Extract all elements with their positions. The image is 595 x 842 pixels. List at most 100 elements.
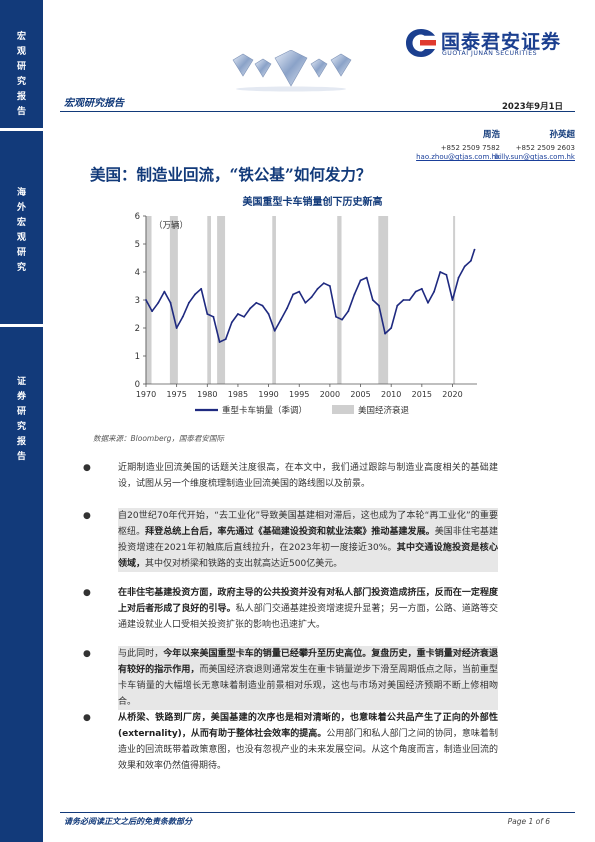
data-point	[433, 290, 435, 293]
data-point	[353, 293, 356, 296]
bullet-dot: ●	[83, 649, 91, 659]
x-tick-label: 1970	[136, 390, 156, 399]
chart-source: 数据来源：Bloomberg，国泰君安国际	[93, 434, 224, 443]
data-point	[371, 299, 374, 301]
sidebar-label-overseas: 海外宏观研究	[16, 188, 26, 273]
data-point	[212, 315, 215, 318]
chart-container: 0 1 2 3 4 5 6 1970 1975 1980 1985 1990 1995 2000 2005 2…	[100, 208, 485, 424]
legend-label: 重型卡车销量（季调）	[222, 405, 307, 416]
y-tick-label: 1	[135, 352, 140, 362]
recession-band	[207, 216, 211, 384]
data-point	[457, 276, 460, 279]
author-card-1: 周浩 +852 2509 7582 hao.zhou@gtjas.com.hk	[416, 128, 500, 161]
bullet-text: 公用部门和私人部门之间的协同，意味着制造业的回流既带着政策意图，也没有忽视产业的…	[118, 729, 498, 771]
recession-band	[337, 216, 342, 384]
logo-name-cn: 国泰君安证券	[441, 31, 562, 53]
recession-band	[378, 216, 389, 384]
bullet-strong-text: 从桥梁、铁路到厂房，美国基建的次序也是相对清晰的，也意味着公共品产生了正向的外部…	[118, 713, 498, 739]
data-point	[292, 293, 295, 296]
recession-band	[453, 216, 456, 384]
y-tick-label: 2	[135, 324, 140, 334]
y-tick-label: 5	[135, 240, 140, 250]
x-tick-label: 2015	[412, 390, 432, 399]
data-point	[206, 313, 209, 315]
data-point	[169, 301, 172, 304]
data-point	[390, 327, 393, 329]
author-email-link[interactable]: hao.zhou@gtjas.com.hk	[416, 153, 500, 161]
data-point	[310, 296, 313, 299]
data-point	[451, 299, 454, 301]
sidebar-block-overseas: 海外宏观研究	[0, 131, 43, 324]
sidebar-label-macro: 宏观研究报告	[16, 32, 26, 117]
sidebar-block-macro: 宏观研究报告	[0, 0, 43, 128]
legend-label: 美国经济衰退	[358, 405, 410, 416]
data-point	[304, 301, 307, 304]
footer-divider	[60, 812, 575, 813]
bullet-item: ● 近期制造业回流美国的话题关注度很高，在本文中，我们通过跟踪与制造业高度相关的…	[83, 460, 498, 492]
author-phone: +852 2509 7582	[440, 144, 500, 152]
data-point	[261, 304, 264, 307]
bullet-text: 与此同时，	[118, 649, 164, 659]
bullet-item: ● 从桥梁、铁路到厂房，美国基建的次序也是相对清晰的，也意味着公共品产生了正向的…	[83, 710, 498, 774]
data-point	[181, 315, 184, 318]
bullet-item: ● 自20世纪70年代开始，“去工业化”导致美国基建相对滞后，这也成为了本轮“再…	[83, 508, 498, 572]
data-point	[316, 287, 319, 290]
data-point	[420, 287, 423, 290]
data-point	[194, 293, 196, 296]
x-tick-label: 1995	[289, 390, 309, 399]
x-tick-label: 1990	[258, 390, 278, 399]
data-point	[439, 271, 442, 273]
x-tick-label: 1985	[228, 390, 248, 399]
data-point	[237, 313, 239, 315]
data-point	[145, 299, 147, 301]
data-point	[335, 315, 337, 318]
data-point	[255, 301, 258, 304]
data-point	[341, 318, 344, 321]
x-tick-label: 1975	[166, 390, 186, 399]
x-tick-label: 2000	[320, 390, 340, 399]
data-point	[200, 287, 203, 290]
data-point	[384, 332, 386, 335]
diamonds-decoration	[232, 50, 352, 92]
data-point	[286, 307, 288, 310]
data-point	[322, 282, 325, 285]
series-line	[145, 249, 476, 343]
author-name: 孙英超	[549, 130, 575, 140]
bullet-dot: ●	[83, 511, 91, 521]
data-point	[279, 318, 282, 321]
x-tick-label: 1980	[197, 390, 217, 399]
y-tick-label: 4	[135, 268, 140, 278]
legend-area-swatch	[332, 405, 354, 414]
data-point	[230, 321, 233, 324]
recession-band	[169, 216, 178, 384]
data-point	[157, 301, 160, 304]
bullet-dot: ●	[83, 463, 91, 473]
data-point	[298, 290, 301, 293]
y-tick-label: 0	[135, 380, 140, 390]
bullet-strong-text: 拜登总统上台后，率先通过《基础建设投资和就业法案》推动基建发展。	[145, 527, 435, 537]
data-point	[163, 290, 166, 293]
page-number: Page 1 of 6	[507, 817, 550, 826]
truck-sales-chart: 0 1 2 3 4 5 6 1970 1975 1980 1985 1990 1995 2000 2005 2…	[135, 212, 477, 416]
y-tick-label: 3	[135, 296, 140, 306]
data-point	[218, 341, 221, 343]
data-point	[243, 315, 245, 318]
bullet-text: 自20世纪70年代开始，“去工业化”导致美国基建相对滞后，这也成为了本轮“再工业…	[118, 511, 498, 537]
data-point	[267, 313, 270, 315]
data-point	[175, 327, 178, 329]
author-email-link[interactable]: billy.sun@gtjas.com.hk	[494, 153, 575, 161]
data-point	[188, 301, 190, 304]
data-point	[396, 304, 399, 307]
recession-band	[145, 216, 152, 384]
bullet-strong-text: 在非住宅基建投资方面，政府主导的公共投资并没有对私人部门投资造成挤压，反而在一定…	[118, 588, 498, 614]
data-point	[469, 259, 472, 262]
x-tick-label: 2005	[350, 390, 370, 399]
data-point	[378, 304, 380, 307]
bullet-text: 美国非住宅基建投资增速在2021年初触底后直线拉升，在2023年初一度接近30%…	[118, 527, 498, 553]
bullet-item: ● 与此同时，今年以来美国重型卡车的销量已经攀升至历史高位。复盘历史，重卡销量对…	[83, 646, 498, 710]
author-phone: +852 2509 2603	[515, 144, 575, 152]
data-point	[473, 248, 476, 251]
bullet-text: 私人部门交通基建投资增速提升显著；另一方面，公路、道路等交通建设就业人口受相关投…	[118, 604, 498, 630]
brand-logo: 国泰君安证券 GUOTAI JUNAN SECURITIES	[405, 26, 580, 62]
data-point	[402, 299, 405, 301]
